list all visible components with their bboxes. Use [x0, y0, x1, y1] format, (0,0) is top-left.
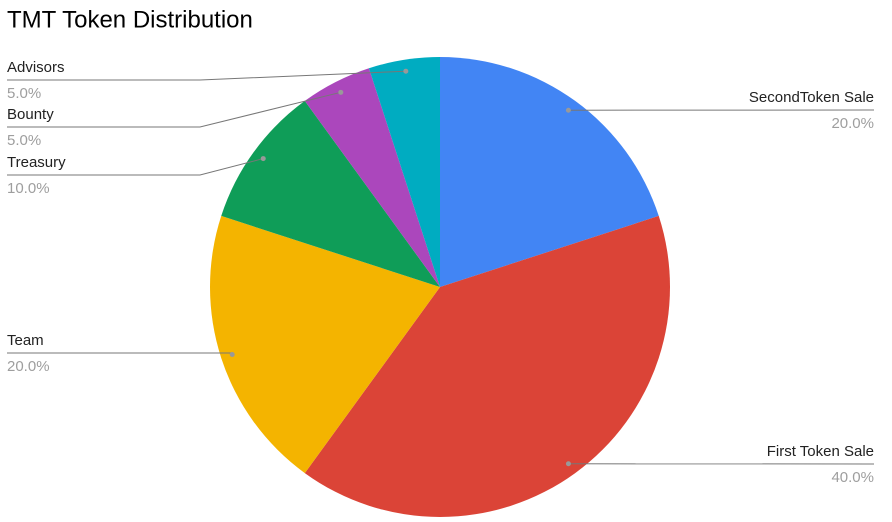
leader-line	[7, 70, 406, 81]
slice-value-label: 20.0%	[831, 115, 874, 132]
slice	[221, 100, 440, 288]
slice-value-label: 20.0%	[7, 358, 50, 375]
chart-title: TMT Token Distribution	[7, 6, 253, 33]
slice-value-label: 40.0%	[831, 469, 874, 486]
slice	[440, 57, 659, 287]
slice	[304, 215, 670, 517]
slice-label: First Token Sale	[767, 443, 874, 460]
leader-line	[7, 91, 341, 128]
slice-label: SecondToken Sale	[749, 89, 874, 106]
slice-label: Treasury	[7, 154, 66, 171]
slice-value-label: 10.0%	[7, 180, 50, 197]
leader-dot	[229, 352, 235, 358]
slice-value-label: 5.0%	[7, 85, 41, 102]
leader-dot	[260, 156, 266, 162]
labels: SecondToken Sale 20.0% First Token Sale 40.…	[7, 59, 875, 486]
slice-value-label: 5.0%	[7, 132, 41, 149]
leader-dot	[565, 107, 571, 113]
leader-dot	[338, 89, 344, 95]
leader-dot	[565, 461, 571, 467]
pie	[210, 57, 670, 517]
slice	[304, 68, 440, 287]
leader-line	[7, 158, 264, 176]
slice-label: Advisors	[7, 59, 65, 76]
leader-dot	[403, 68, 409, 74]
slice	[210, 215, 440, 474]
slice-label: Bounty	[7, 106, 54, 123]
slice	[368, 57, 440, 287]
slice-label: Team	[7, 332, 44, 349]
